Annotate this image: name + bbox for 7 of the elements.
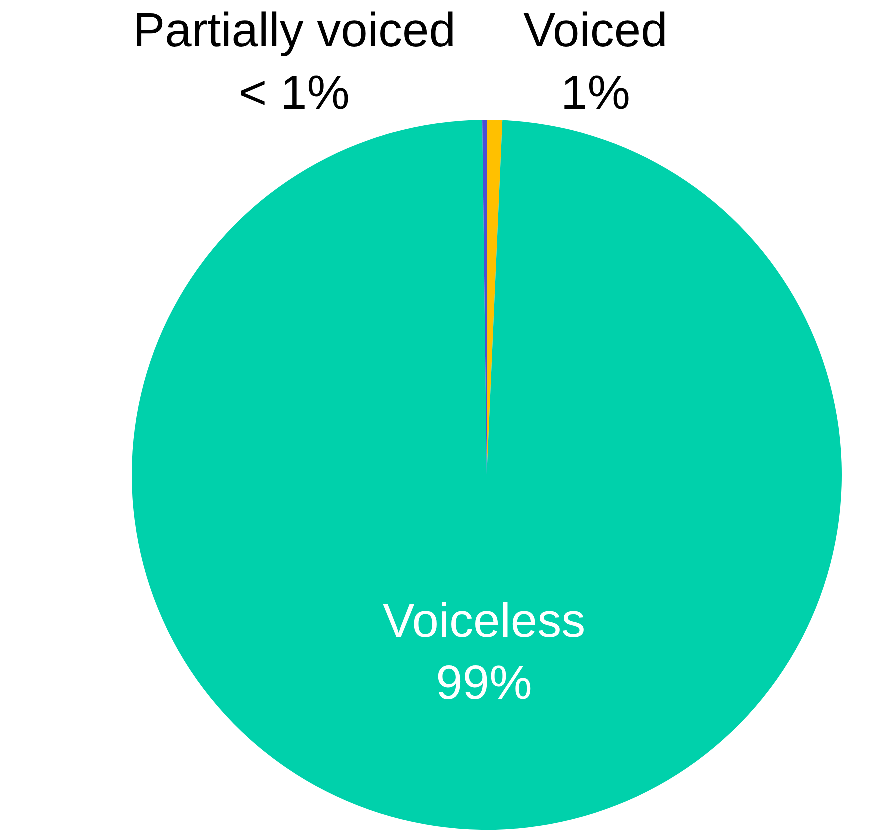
data-label: 99% xyxy=(436,657,532,710)
slice-label: Voiceless xyxy=(382,594,586,648)
data-label: 1% xyxy=(561,67,630,120)
slice-label: Partially voiced xyxy=(133,4,456,58)
data-label: < 1% xyxy=(239,67,350,120)
slice-label: Voiced xyxy=(524,4,668,58)
pie-slice xyxy=(132,120,842,830)
